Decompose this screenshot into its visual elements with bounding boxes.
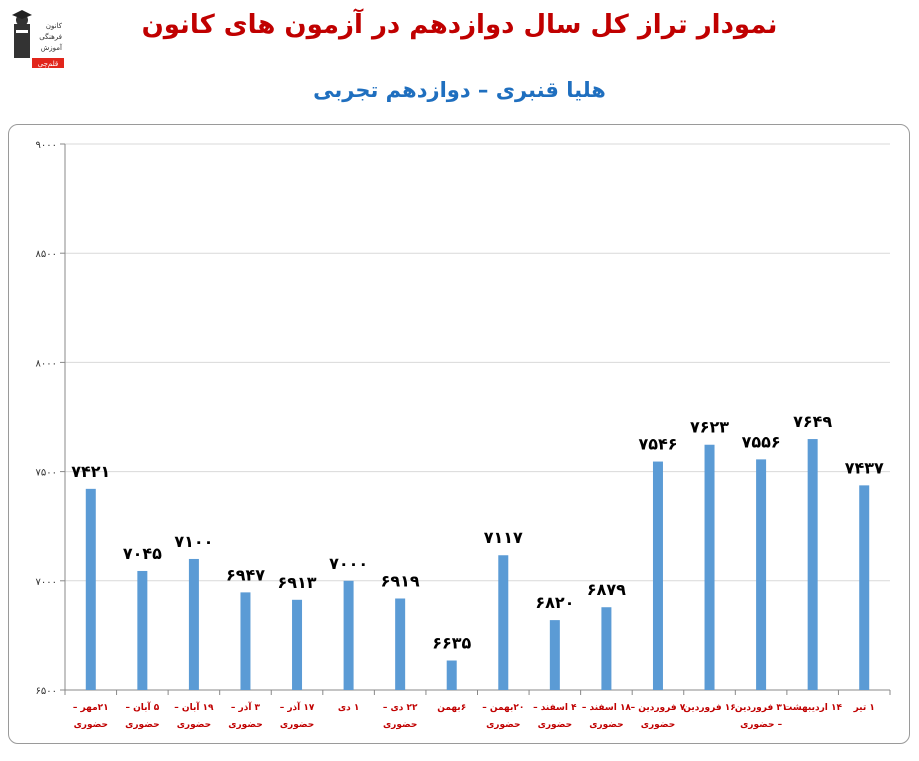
- bar: [395, 598, 406, 690]
- kanoon-graduate-logo-icon: کانون فرهنگی آموزش قلم‌چی: [12, 10, 64, 68]
- category-labels: ۲۱مهر – حضوری ۵ آبان – حضوری ۱۹ آبان – حضوری ۳…: [73, 701, 875, 730]
- data-label: ۶۹۱۳: [278, 573, 317, 592]
- bar: [756, 459, 767, 690]
- bar: [859, 485, 870, 690]
- x-tick-label: حضوری: [486, 720, 520, 730]
- logo-badge: قلم‌چی: [38, 60, 58, 68]
- bar: [240, 592, 251, 690]
- x-tick-label: ۱۸ اسفند –: [582, 703, 632, 713]
- gridlines: [65, 143, 890, 582]
- x-tick-label: حضوری: [383, 720, 417, 730]
- x-tick-label: ۱۷ آذر –: [280, 701, 315, 713]
- data-label: ۶۶۳۵: [432, 634, 471, 653]
- page-title: نمودار تراز کل سال دوازدهم در آزمون های …: [141, 10, 778, 40]
- y-tick-label: ۷۵۰۰: [36, 468, 57, 479]
- page-subtitle: هلیا قنبری – دوازدهم تجربی: [313, 78, 606, 102]
- y-tick-label: ۸۵۰۰: [36, 249, 57, 260]
- x-tick-label: حضوری: [177, 720, 211, 730]
- data-label: ۶۹۴۷: [226, 565, 265, 584]
- data-label: ۷۵۵۶: [742, 432, 781, 451]
- data-label: ۶۸۲۰: [535, 593, 574, 612]
- bar: [498, 555, 509, 690]
- x-tick-label: ۱ تیر: [853, 703, 875, 713]
- bar: [137, 570, 148, 690]
- bar: [446, 660, 457, 690]
- data-label: ۷۰۰۰: [329, 554, 368, 573]
- bar: [807, 439, 818, 690]
- x-tick-label: ۲۰بهمن –: [482, 703, 524, 713]
- logo-text-line: فرهنگی: [39, 32, 62, 41]
- bar: [601, 607, 612, 690]
- x-tick-label: حضوری: [125, 720, 159, 730]
- bar: [188, 558, 199, 690]
- x-tick-label: حضوری: [641, 720, 675, 730]
- x-tick-label: ۱ دی: [338, 703, 360, 713]
- x-tick-label: ۳ آذر –: [231, 701, 261, 713]
- data-label: ۶۹۱۹: [381, 571, 420, 590]
- y-tick-label: ۷۰۰۰: [36, 577, 57, 588]
- x-tick-label: ۶بهمن: [437, 703, 466, 713]
- axes: ۶۵۰۰ ۷۰۰۰ ۷۵۰۰ ۸۰۰۰ ۸۵۰۰ ۹۰۰۰: [36, 140, 891, 697]
- x-tick-label: ۲۱مهر –: [73, 703, 109, 713]
- data-label: ۷۶۴۹: [793, 412, 832, 431]
- data-label: ۶۸۷۹: [587, 580, 626, 599]
- x-tick-label: ۱۶ فروردین: [683, 703, 736, 713]
- logo-text-line: آموزش: [41, 43, 63, 52]
- kanoon-logo: کانون فرهنگی آموزش قلم‌چی: [12, 8, 66, 70]
- x-tick-label: حضوری: [228, 720, 262, 730]
- x-tick-label: حضوری: [74, 720, 108, 730]
- x-tick-label: ۲۲ دی –: [383, 703, 418, 713]
- data-label: ۷۱۱۷: [484, 528, 523, 547]
- data-label: ۷۴۲۱: [71, 462, 110, 481]
- x-tick-label: – حضوری: [740, 720, 783, 730]
- x-tick-label: حضوری: [280, 720, 314, 730]
- logo-text-line: کانون: [46, 22, 63, 30]
- bar: [343, 580, 354, 690]
- bar: [549, 620, 560, 690]
- x-tick-label: ۱۹ آبان –: [174, 701, 214, 713]
- bar: [292, 599, 303, 690]
- data-label: ۷۶۲۳: [690, 418, 729, 437]
- chart-frame: [8, 124, 910, 744]
- x-tick-label: ۴ اسفند –: [533, 703, 577, 713]
- bar: [85, 488, 96, 690]
- data-label: ۷۱۰۰: [174, 532, 213, 551]
- bars: [85, 439, 870, 690]
- data-label: ۷۰۴۵: [123, 544, 162, 563]
- data-label: ۷۵۴۶: [638, 435, 677, 454]
- data-label: ۷۴۳۷: [845, 458, 884, 477]
- bar: [652, 461, 663, 690]
- y-tick-label: ۸۰۰۰: [36, 358, 57, 369]
- x-tick-label: حضوری: [589, 720, 623, 730]
- y-tick-label: ۶۵۰۰: [36, 686, 57, 697]
- bar: [704, 444, 715, 690]
- value-labels: ۷۴۲۱ ۷۰۴۵ ۷۱۰۰ ۶۹۴۷ ۶۹۱۳ ۷۰۰۰ ۶۹۱۹ ۶۶۳۵ ۷۱۱۷ ۶۸۲۰…: [71, 412, 884, 652]
- x-tick-label: حضوری: [538, 720, 572, 730]
- x-tick-label: ۳۱ فروردین: [735, 703, 788, 713]
- y-tick-label: ۹۰۰۰: [36, 140, 57, 151]
- x-tick-label: ۷ فروردین –: [631, 703, 686, 713]
- x-tick-label: ۱۴ اردیبهشت: [783, 703, 842, 713]
- x-tick-label: ۵ آبان –: [125, 701, 159, 713]
